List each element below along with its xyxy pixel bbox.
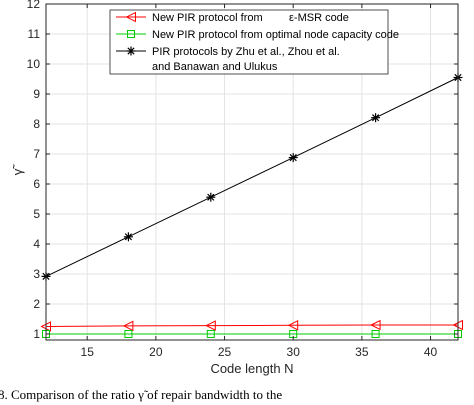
y-tick-label: 10 <box>27 57 41 71</box>
y-tick-label: 9 <box>33 87 40 101</box>
asterisk-stroke <box>371 114 380 122</box>
y-tick-label: 12 <box>27 0 41 11</box>
legend-marker <box>126 46 136 56</box>
x-tick-label: 20 <box>149 345 163 359</box>
data-point <box>369 319 381 331</box>
x-tick-label: 30 <box>287 345 301 359</box>
data-point <box>206 192 216 202</box>
x-axis-label: Code length N <box>210 361 293 376</box>
data-point <box>288 153 298 163</box>
figure-caption: 8. Comparison of the ratio γ̃ of repair … <box>0 387 282 402</box>
y-tick-label: 8 <box>33 117 40 131</box>
asterisk-stroke <box>289 153 297 162</box>
legend-label: ε-MSR code <box>289 12 349 24</box>
y-tick-label: 1 <box>33 327 40 341</box>
data-point <box>205 320 216 331</box>
y-tick-label: 6 <box>33 177 40 191</box>
x-tick-label: 40 <box>424 345 438 359</box>
series-line <box>45 77 459 277</box>
y-tick-label: 3 <box>33 267 40 281</box>
x-tick-label: 25 <box>218 345 232 359</box>
y-tick-label: 11 <box>28 27 41 41</box>
data-point <box>371 330 380 338</box>
legend-box <box>109 9 389 75</box>
legend-marker <box>127 30 135 38</box>
x-tick-label: 15 <box>81 345 95 359</box>
asterisk-stroke <box>124 233 133 241</box>
x-tick-label: 35 <box>355 345 369 359</box>
y-tick-label: 7 <box>33 147 40 161</box>
data-point <box>287 319 299 331</box>
legend-label: and Banawan and Ulukus <box>152 61 278 73</box>
data-point <box>206 330 215 338</box>
y-tick-label: 5 <box>33 207 40 221</box>
series-line <box>45 324 458 327</box>
plot-frame <box>45 3 459 341</box>
legend-label: PIR protocols by Zhu et al., Zhou et al. <box>152 46 340 58</box>
legend: New PIR protocol from ε-MSR code New PIR p… <box>109 9 399 75</box>
data-point <box>371 113 381 123</box>
data-point <box>123 232 133 242</box>
y-tick-label: 4 <box>33 237 40 251</box>
legend-marker <box>125 11 136 23</box>
data-point <box>124 330 133 338</box>
y-tick-label: 2 <box>33 297 40 311</box>
data-point <box>122 320 134 332</box>
legend-label: New PIR protocol from <box>152 12 263 24</box>
asterisk-stroke <box>127 47 135 55</box>
legend-label: New PIR protocol from optimal node capac… <box>152 29 399 41</box>
y-axis-label: γ̃ <box>10 164 25 176</box>
asterisk-stroke <box>207 193 215 201</box>
